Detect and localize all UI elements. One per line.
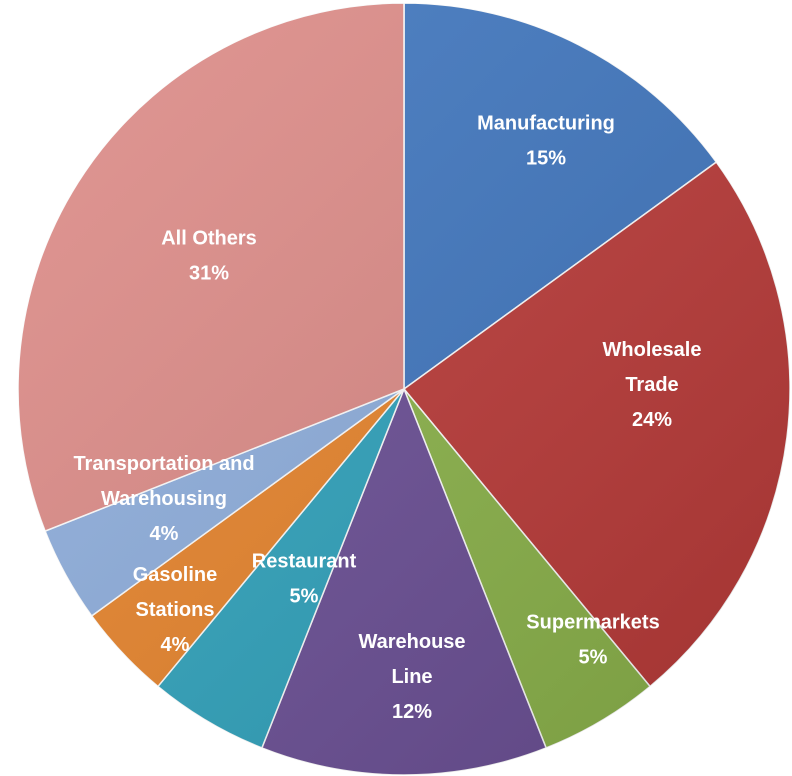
- data-label-all-others: All Others 31%: [161, 228, 257, 285]
- data-label-transportation-and-warehousing: Transportation and Warehousing 4%: [73, 453, 254, 545]
- data-label-manufacturing: Manufacturing 15%: [477, 113, 615, 170]
- data-label-supermarkets: Supermarkets 5%: [526, 612, 659, 669]
- pie-labels: Manufacturing 15% Wholesale Trade 24% Superma…: [73, 113, 701, 724]
- data-label-restaurant: Restaurant 5%: [252, 551, 357, 608]
- data-label-warehouse-line: Warehouse Line 12%: [358, 631, 465, 723]
- data-label-wholesale-trade: Wholesale Trade 24%: [603, 339, 702, 431]
- data-label-gasoline-stations: Gasoline Stations 4%: [133, 564, 217, 656]
